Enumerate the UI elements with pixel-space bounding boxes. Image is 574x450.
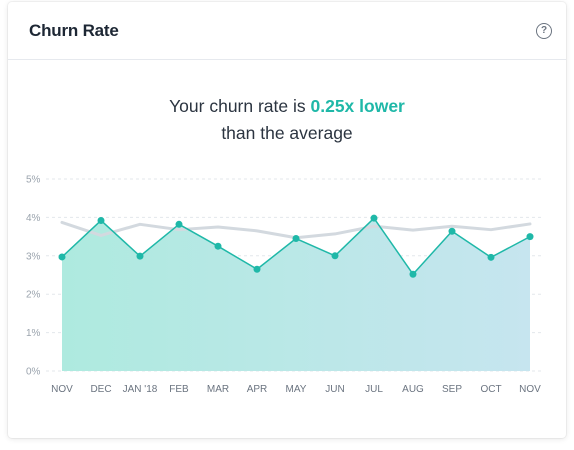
churn-area (62, 218, 530, 371)
x-tick-label: MAR (207, 384, 229, 395)
x-tick-label: JAN '18 (123, 384, 158, 395)
x-tick-label: NOV (519, 384, 541, 395)
y-tick-label: 5% (26, 175, 41, 186)
x-tick-label: JUL (365, 384, 383, 395)
churn-point (175, 220, 183, 228)
headline-suffix: than the average (221, 123, 353, 143)
question-circle-icon[interactable]: ? (536, 22, 552, 39)
churn-point (58, 253, 66, 261)
headline-highlight: 0.25x lower (310, 96, 405, 116)
y-tick-label: 0% (26, 367, 41, 378)
x-tick-label: OCT (480, 384, 501, 395)
x-tick-label: SEP (442, 384, 462, 395)
x-tick-label: APR (247, 384, 268, 395)
churn-point (448, 227, 456, 235)
churn-headline: Your churn rate is 0.25x lower than the … (0, 93, 574, 147)
headline-prefix: Your churn rate is (169, 96, 311, 116)
x-tick-label: AUG (402, 384, 424, 395)
card-title: Churn Rate (29, 20, 119, 40)
x-tick-label: DEC (90, 384, 111, 395)
churn-point (214, 242, 222, 250)
x-tick-label: NOV (51, 384, 73, 395)
y-tick-label: 4% (26, 213, 41, 224)
churn-point (253, 265, 261, 273)
y-tick-label: 2% (26, 290, 41, 301)
card-header: Churn Rate ? (8, 2, 566, 60)
y-tick-label: 1% (26, 328, 41, 339)
churn-point (292, 235, 300, 243)
churn-point (487, 253, 495, 261)
churn-point (331, 252, 339, 260)
churn-point (409, 270, 417, 278)
y-tick-label: 3% (26, 251, 41, 262)
churn-point (97, 216, 105, 224)
churn-point (370, 214, 378, 222)
x-tick-label: MAY (286, 384, 307, 395)
x-tick-label: JUN (325, 384, 344, 395)
churn-point (526, 233, 534, 241)
churn-point (136, 252, 144, 260)
x-tick-label: FEB (169, 384, 189, 395)
